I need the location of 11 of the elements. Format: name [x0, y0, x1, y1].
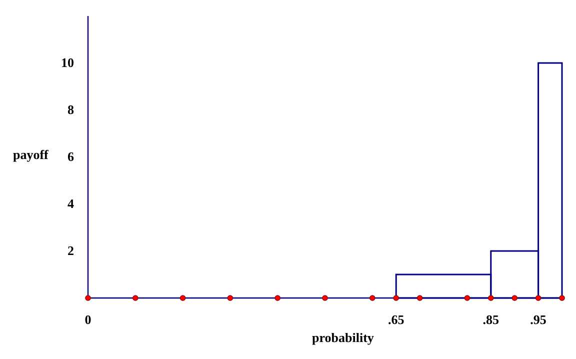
y-tick-label: 6 [68, 149, 74, 164]
x-tick-label: .65 [388, 312, 405, 327]
x-tick-label: .85 [482, 312, 500, 327]
x-tick-label: .95 [530, 312, 547, 327]
y-tick-label: 10 [61, 55, 74, 70]
y-tick-label: 2 [68, 243, 74, 258]
x-axis-title: probability [312, 330, 374, 345]
y-tick-label: 8 [68, 102, 74, 117]
y-axis-title: payoff [13, 147, 50, 162]
y-tick-label: 4 [68, 196, 74, 211]
x-tick-label: 0 [84, 312, 92, 327]
